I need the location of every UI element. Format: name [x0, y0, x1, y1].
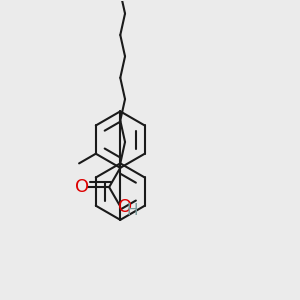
Text: O: O: [75, 178, 89, 196]
Text: O: O: [118, 198, 132, 216]
Text: H: H: [127, 203, 138, 218]
